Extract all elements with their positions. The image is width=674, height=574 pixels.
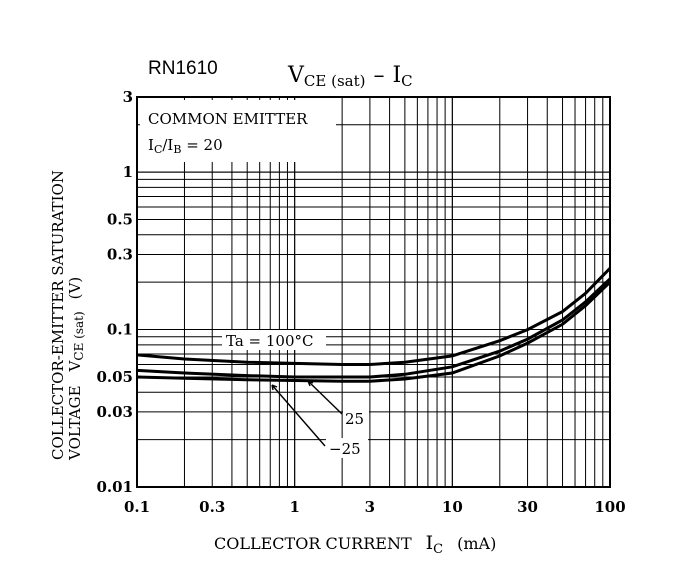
y-axis-subscript: CE (sat)	[72, 311, 86, 360]
y-axis-label-line-2: VOLTAGE VCE (sat) (V)	[66, 277, 86, 461]
plot-frame	[136, 96, 611, 488]
title-subscript-c: C	[401, 72, 412, 90]
condition-ratio: = 20	[181, 136, 222, 154]
y-axis-unit: (V)	[66, 277, 84, 300]
condition-ic-subscript: C	[154, 143, 162, 156]
x-tick-label: 0.3	[199, 498, 225, 516]
y-tick-label: 0.01	[96, 478, 133, 496]
y-tick-label: 1	[123, 163, 133, 181]
label-bg-minus25	[326, 438, 368, 458]
series-curve-ta-100-c	[136, 267, 612, 366]
condition-ib-subscript: B	[173, 143, 181, 156]
tick-layer: 0.1 0.3 1 3 10 30 100 0.01 0.03 0.05 0.1 0.3 0.5 1 3	[96, 88, 625, 516]
series-label-minus-25: −25	[329, 440, 361, 458]
x-axis-symbol: I	[426, 532, 434, 554]
x-tick-label: 100	[594, 498, 625, 516]
x-axis-subscript: C	[433, 542, 443, 557]
condition-ib-symbol: /I	[162, 136, 173, 154]
y-tick-label: 0.3	[107, 245, 133, 263]
y-tick-label: 0.5	[107, 211, 133, 229]
condition-line-2: IC/IB = 20	[148, 136, 223, 156]
series-curve-25	[136, 281, 612, 383]
y-tick-label: 0.03	[96, 403, 133, 421]
leader-line-25	[307, 380, 343, 415]
x-axis-label: COLLECTOR CURRENT IC (mA)	[214, 532, 496, 557]
chart-title: VCE (sat) – IC	[287, 63, 413, 90]
y-axis-voltage-word: VOLTAGE	[66, 385, 84, 461]
y-tick-label: 3	[123, 88, 133, 106]
condition-line-1: COMMON EMITTER	[148, 110, 308, 128]
title-symbol-v: V	[287, 63, 305, 88]
y-tick-label: 0.1	[107, 321, 133, 339]
x-tick-label: 3	[365, 498, 375, 516]
x-axis-title: COLLECTOR CURRENT	[214, 534, 412, 553]
series-label-25: 25	[345, 410, 364, 428]
curve-layer	[136, 267, 612, 383]
y-axis-label-line-1: COLLECTOR-EMITTER SATURATION	[49, 170, 67, 460]
part-number: RN1610	[148, 58, 218, 79]
title-symbol-i: I	[392, 63, 401, 88]
x-tick-label: 0.1	[124, 498, 150, 516]
title-dash: –	[373, 63, 384, 88]
arrow-head-25	[307, 380, 314, 387]
label-bg-25	[343, 408, 369, 428]
y-axis-symbol: V	[66, 359, 84, 372]
x-tick-label: 1	[289, 498, 299, 516]
series-curve-25	[136, 277, 612, 379]
leader-line-minus-25	[271, 384, 326, 447]
arrow-head-minus-25	[271, 384, 278, 391]
title-subscript-ce-sat: CE (sat)	[304, 72, 366, 90]
label-bg-100c	[222, 330, 326, 350]
x-tick-label: 10	[442, 498, 463, 516]
condition-ic-symbol: I	[148, 136, 154, 154]
y-tick-label: 0.05	[96, 368, 133, 386]
condition-box	[140, 100, 336, 162]
x-axis-unit: (mA)	[457, 534, 496, 553]
series-label-ta-100c: Ta = 100°C	[226, 332, 314, 350]
x-tick-label: 30	[517, 498, 538, 516]
